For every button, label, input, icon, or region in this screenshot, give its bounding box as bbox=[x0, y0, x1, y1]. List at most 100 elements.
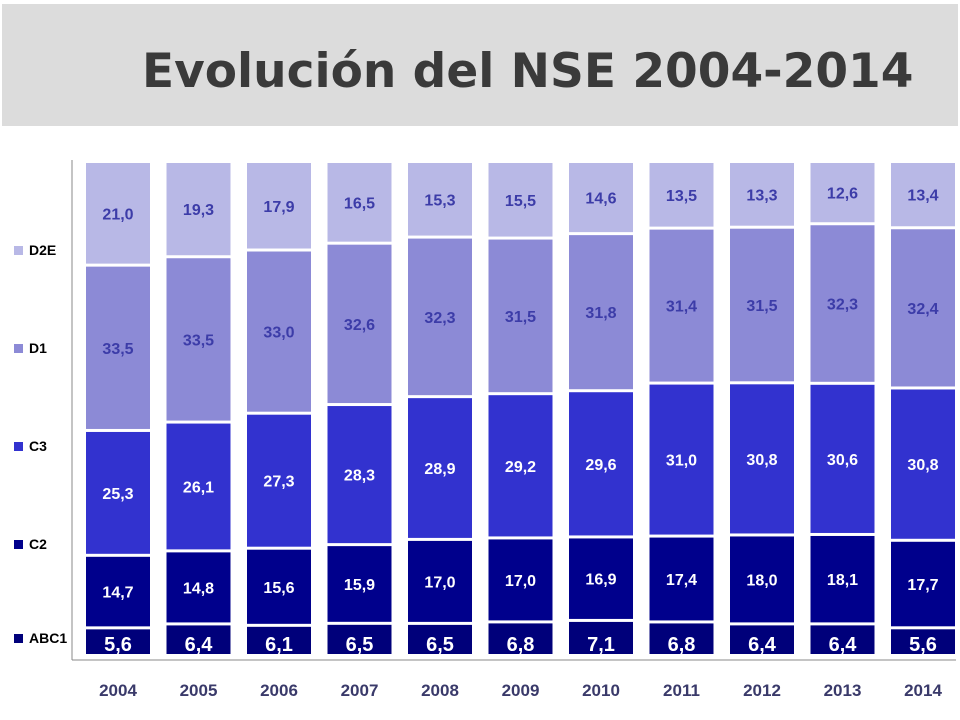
data-label-abc1-2014: 5,6 bbox=[909, 634, 937, 656]
legend-item-d2e: D2E bbox=[14, 242, 56, 258]
bar-segment-d1-2005 bbox=[166, 258, 231, 421]
data-label-d1-2013: 32,3 bbox=[827, 297, 858, 314]
data-label-abc1-2011: 6,8 bbox=[668, 634, 696, 656]
bar-segment-c2-2005 bbox=[166, 552, 231, 623]
bar-segment-abc1-2009 bbox=[488, 623, 553, 654]
bar-segment-abc1-2008 bbox=[408, 624, 472, 654]
bar-segment-c3-2010 bbox=[569, 392, 633, 536]
bar-segment-d1-2006 bbox=[247, 251, 311, 412]
x-tick-label-2011: 2011 bbox=[663, 681, 700, 700]
data-label-abc1-2013: 6,4 bbox=[829, 634, 858, 656]
legend-item-d1: D1 bbox=[14, 340, 47, 356]
data-label-d1-2010: 31,8 bbox=[585, 305, 616, 322]
data-label-d2e-2009: 15,5 bbox=[505, 193, 536, 210]
data-label-abc1-2005: 6,4 bbox=[185, 634, 214, 656]
bar-segment-c2-2007 bbox=[327, 546, 392, 622]
legend-label-c2: C2 bbox=[29, 536, 47, 552]
bar-segment-abc1-2007 bbox=[327, 624, 392, 654]
data-label-c2-2006: 15,6 bbox=[263, 580, 294, 597]
data-label-c2-2007: 15,9 bbox=[344, 577, 375, 594]
legend-swatch-d2e bbox=[14, 245, 23, 255]
data-label-d2e-2005: 19,3 bbox=[183, 202, 214, 219]
bar-segment-d1-2010 bbox=[569, 235, 633, 390]
data-label-abc1-2009: 6,8 bbox=[507, 634, 535, 656]
data-label-d2e-2013: 12,6 bbox=[827, 186, 858, 203]
data-label-d2e-2006: 17,9 bbox=[263, 199, 294, 216]
legend-label-d2e: D2E bbox=[29, 242, 57, 258]
data-label-c2-2010: 16,9 bbox=[585, 572, 616, 589]
bar-segment-c2-2006 bbox=[247, 549, 311, 624]
bar-segment-d1-2014 bbox=[891, 229, 955, 387]
bar-segment-abc1-2004 bbox=[86, 629, 150, 654]
data-label-abc1-2008: 6,5 bbox=[426, 634, 454, 656]
legend-item-c3: C3 bbox=[14, 438, 47, 454]
bar-segment-c2-2013 bbox=[810, 535, 875, 623]
data-label-d2e-2010: 14,6 bbox=[585, 191, 616, 208]
bar-segment-d2e-2014 bbox=[891, 163, 955, 227]
bar-segment-d1-2009 bbox=[488, 239, 553, 393]
bar-segment-d2e-2005 bbox=[166, 163, 231, 256]
data-label-c3-2010: 29,6 bbox=[585, 457, 616, 474]
bar-segment-abc1-2014 bbox=[891, 629, 955, 654]
data-label-c3-2013: 30,6 bbox=[827, 452, 858, 469]
bar-segment-d1-2012 bbox=[730, 228, 794, 382]
data-label-d1-2009: 31,5 bbox=[505, 309, 536, 326]
data-label-d1-2007: 32,6 bbox=[344, 317, 375, 334]
data-label-c3-2005: 26,1 bbox=[183, 479, 214, 496]
bar-segment-c3-2004 bbox=[86, 431, 150, 554]
bar-segment-d2e-2010 bbox=[569, 163, 633, 233]
data-label-c2-2008: 17,0 bbox=[424, 574, 455, 591]
data-label-d2e-2008: 15,3 bbox=[424, 192, 455, 209]
bar-segment-d2e-2011 bbox=[649, 163, 714, 227]
data-label-d1-2005: 33,5 bbox=[183, 332, 214, 349]
data-label-c3-2014: 30,8 bbox=[907, 457, 938, 474]
bar-segment-c3-2013 bbox=[810, 384, 875, 533]
bar-segment-abc1-2005 bbox=[166, 625, 231, 654]
bar-segment-d2e-2013 bbox=[810, 163, 875, 223]
bar-segment-c3-2007 bbox=[327, 406, 392, 544]
bar-segment-d1-2008 bbox=[408, 238, 472, 396]
bar-segment-abc1-2012 bbox=[730, 625, 794, 654]
data-label-abc1-2010: 7,1 bbox=[587, 634, 615, 656]
legend-label-c3: C3 bbox=[29, 438, 47, 454]
bar-segment-c2-2010 bbox=[569, 538, 633, 619]
data-label-d1-2004: 33,5 bbox=[102, 341, 133, 358]
legend-swatch-d1 bbox=[14, 343, 23, 353]
data-label-d1-2008: 32,3 bbox=[424, 310, 455, 327]
bar-segment-d2e-2012 bbox=[730, 163, 794, 226]
bar-segment-c2-2009 bbox=[488, 539, 553, 621]
x-tick-label-2008: 2008 bbox=[421, 681, 459, 700]
legend-swatch-c3 bbox=[14, 441, 23, 451]
x-tick-label-2005: 2005 bbox=[180, 681, 218, 700]
data-label-c3-2004: 25,3 bbox=[102, 486, 133, 503]
x-tick-label-2006: 2006 bbox=[260, 681, 298, 700]
bar-segment-d1-2004 bbox=[86, 266, 150, 429]
bar-segment-d2e-2004 bbox=[86, 163, 150, 264]
bar-segment-d1-2011 bbox=[649, 229, 714, 382]
bar-segment-abc1-2006 bbox=[247, 626, 311, 654]
x-tick-label-2014: 2014 bbox=[904, 681, 942, 700]
legend-swatch-c2 bbox=[14, 539, 23, 549]
x-tick-label-2007: 2007 bbox=[341, 681, 379, 700]
bar-segment-c3-2012 bbox=[730, 384, 794, 534]
data-label-abc1-2006: 6,1 bbox=[265, 634, 293, 656]
data-label-c3-2011: 31,0 bbox=[666, 453, 697, 470]
bar-segment-c3-2009 bbox=[488, 395, 553, 537]
bar-segment-c3-2014 bbox=[891, 389, 955, 539]
bar-segment-c2-2004 bbox=[86, 556, 150, 627]
title-band: Evolución del NSE 2004-2014 bbox=[2, 4, 958, 126]
data-label-c3-2007: 28,3 bbox=[344, 468, 375, 485]
legend-item-abc1: ABC1 bbox=[14, 630, 67, 646]
data-label-c2-2013: 18,1 bbox=[827, 572, 858, 589]
data-label-d1-2014: 32,4 bbox=[907, 301, 938, 318]
data-label-d2e-2004: 21,0 bbox=[102, 206, 133, 223]
data-label-abc1-2007: 6,5 bbox=[346, 634, 374, 656]
bar-segment-c3-2011 bbox=[649, 384, 714, 535]
legend-label-abc1: ABC1 bbox=[29, 630, 68, 646]
data-label-c2-2014: 17,7 bbox=[907, 577, 938, 594]
data-label-c2-2011: 17,4 bbox=[666, 572, 697, 589]
bar-segment-c2-2008 bbox=[408, 540, 472, 622]
bar-segment-c2-2012 bbox=[730, 536, 794, 623]
bar-segment-d2e-2006 bbox=[247, 163, 311, 249]
